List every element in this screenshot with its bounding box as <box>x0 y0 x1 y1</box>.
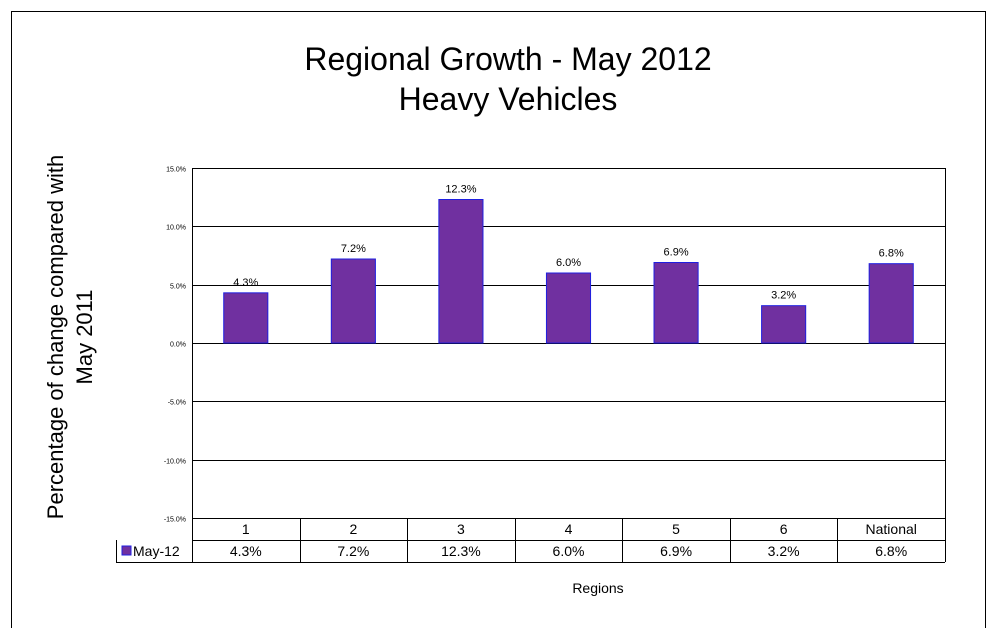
table-cell: 3.2% <box>768 543 800 559</box>
x-tick-label: 6 <box>780 521 788 537</box>
table-cell: 6.9% <box>660 543 692 559</box>
y-tick-label: -15.0% <box>164 517 186 524</box>
x-tick-label: 1 <box>242 521 250 537</box>
x-tick-label: 3 <box>457 521 465 537</box>
data-label: 6.9% <box>664 247 689 259</box>
y-axis-label-line1: Percentage of change compared with <box>43 155 68 519</box>
y-axis-ticks: 15.0% 10.0% 5.0% 0.0% -5.0% -10.0% -15.0% <box>164 167 186 524</box>
x-tick-label: 2 <box>349 521 357 537</box>
table-cell: 6.8% <box>875 543 907 559</box>
chart-title: Regional Growth - May 2012 <box>304 41 711 77</box>
x-tick-label: 5 <box>672 521 680 537</box>
table-cell: 6.0% <box>553 543 585 559</box>
data-label: 4.3% <box>233 277 258 289</box>
legend-swatch <box>121 545 132 556</box>
data-label: 3.2% <box>771 290 796 302</box>
y-tick-label: 5.0% <box>170 284 186 291</box>
data-label: 6.0% <box>556 257 581 269</box>
data-label: 7.2% <box>341 243 366 255</box>
bars <box>223 199 914 344</box>
x-tick-label: 4 <box>565 521 573 537</box>
y-tick-label: 15.0% <box>166 167 186 174</box>
table-cell: 12.3% <box>441 543 481 559</box>
x-tick-label: National <box>866 521 917 537</box>
data-labels: 4.3% 7.2% 12.3% 6.0% 6.9% 3.2% 6.8% <box>233 184 904 302</box>
bar-3 <box>438 199 484 344</box>
bar-1 <box>223 292 269 344</box>
plot-area <box>192 168 946 519</box>
table-cell: 4.3% <box>230 543 262 559</box>
table-cell: 7.2% <box>337 543 369 559</box>
data-table: 1 4.3% 2 7.2% 3 12.3% 4 6.0% 5 6.9% 6 3.2% National 6… <box>116 518 946 563</box>
chart-subtitle: Heavy Vehicles <box>399 81 618 117</box>
bar-National <box>868 263 914 344</box>
y-tick-label: 10.0% <box>166 225 186 232</box>
bar-6 <box>761 305 807 344</box>
y-tick-label: 0.0% <box>170 342 186 349</box>
legend-label: May-12 <box>133 543 180 559</box>
data-label: 12.3% <box>445 184 476 196</box>
y-tick-label: -10.0% <box>164 459 186 466</box>
data-label: 6.8% <box>879 248 904 260</box>
y-tick-label: -5.0% <box>168 400 186 407</box>
bar-2 <box>330 258 376 344</box>
chart-border <box>11 11 986 628</box>
y-axis-label-line2: May 2011 <box>72 290 97 385</box>
bar-5 <box>653 262 699 344</box>
x-axis-label: Regions <box>572 580 623 596</box>
bar-4 <box>545 272 592 344</box>
